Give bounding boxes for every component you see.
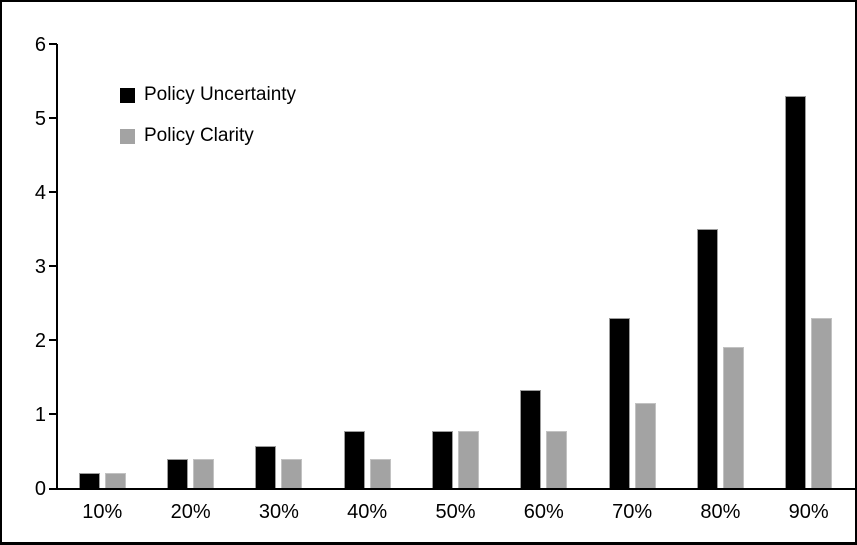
x-axis-tick-label: 50% (435, 501, 476, 523)
y-axis-line (56, 44, 58, 490)
policy-uncertainty-swatch-icon (120, 87, 135, 103)
y-axis-tick-label: 6 (34, 34, 46, 56)
bar-policy-clarity (281, 459, 303, 488)
y-axis-tick (49, 265, 57, 267)
x-axis-tick-label: 40% (347, 501, 388, 523)
bar-policy-clarity (722, 347, 744, 488)
bar-policy-uncertainty (608, 318, 630, 488)
y-axis-tick-label: 5 (34, 108, 46, 130)
legend-item-policy-clarity: Policy Clarity (120, 123, 296, 149)
bar-policy-clarity (104, 473, 126, 488)
y-axis-tick-label: 4 (34, 182, 46, 204)
x-axis-tick-label: 90% (788, 501, 829, 523)
y-axis-tick (49, 413, 57, 415)
y-axis-tick-label: 2 (34, 330, 46, 352)
bar-policy-uncertainty (167, 459, 189, 488)
y-axis-tick-label: 1 (34, 404, 46, 426)
bar-policy-uncertainty (696, 229, 718, 488)
x-axis-tick-label: 80% (700, 501, 741, 523)
y-axis-tick-label: 0 (34, 478, 46, 500)
y-axis-tick (49, 43, 57, 45)
x-axis-tick-label: 70% (612, 501, 653, 523)
bar-policy-clarity (634, 403, 656, 488)
x-axis-tick-label: 10% (82, 501, 123, 523)
x-axis-tick-label: 30% (258, 501, 299, 523)
x-axis-tick-label: 20% (170, 501, 211, 523)
y-axis-tick (49, 488, 57, 490)
chart-legend: Policy Uncertainty Policy Clarity (120, 82, 296, 149)
bar-policy-clarity (369, 459, 391, 488)
bar-policy-uncertainty (255, 446, 277, 488)
bar-policy-uncertainty (432, 431, 453, 488)
bar-policy-uncertainty (520, 390, 542, 488)
legend-item-policy-uncertainty: Policy Uncertainty (120, 82, 296, 108)
bar-policy-clarity (193, 459, 215, 488)
y-axis-tick (49, 191, 57, 193)
y-axis-tick (49, 339, 57, 341)
bar-policy-clarity (458, 431, 479, 488)
x-axis-tick-label: 60% (523, 501, 564, 523)
bar-policy-uncertainty (343, 431, 365, 488)
x-axis-line (56, 488, 855, 490)
bar-policy-uncertainty (785, 96, 807, 488)
y-axis-tick (49, 117, 57, 119)
bar-policy-uncertainty (78, 473, 100, 488)
policy-clarity-swatch-icon (120, 128, 135, 144)
legend-label-policy-clarity: Policy Clarity (144, 125, 254, 146)
y-axis-tick-label: 3 (34, 256, 46, 278)
bar-policy-clarity (811, 318, 833, 488)
legend-label-policy-uncertainty: Policy Uncertainty (144, 84, 297, 105)
bar-policy-clarity (546, 431, 568, 488)
